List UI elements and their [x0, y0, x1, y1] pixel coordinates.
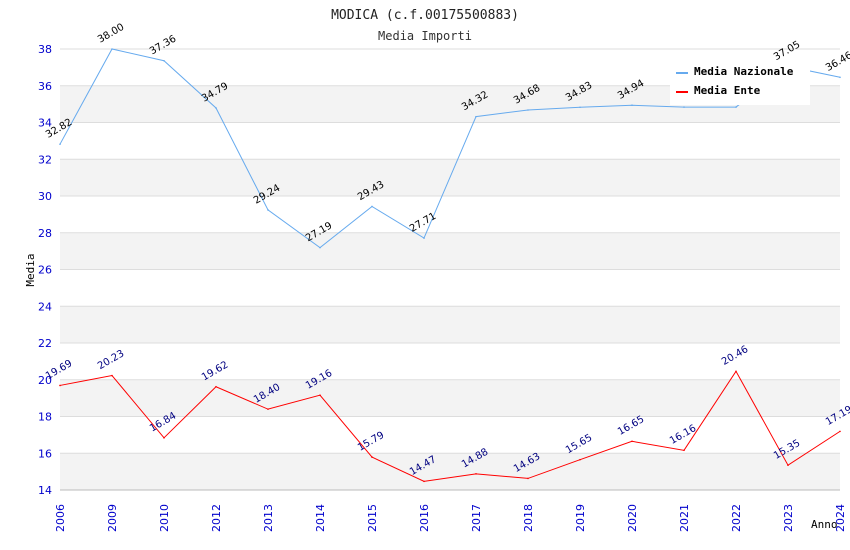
y-tick-label: 34 — [38, 117, 52, 130]
chart-title: MODICA (c.f.00175500883) — [331, 8, 519, 23]
plot-band — [60, 232, 840, 270]
data-point — [111, 374, 113, 377]
y-tick-labels: 14 16 18 20 22 24 26 28 30 32 34 36 38 — [38, 43, 52, 497]
legend: Media Nazionale Media Ente — [670, 60, 810, 105]
data-point — [371, 205, 373, 208]
data-point — [215, 385, 217, 388]
data-point — [631, 104, 633, 107]
y-tick-label: 16 — [38, 447, 52, 460]
data-point — [579, 106, 581, 109]
y-tick-label: 24 — [38, 300, 52, 313]
data-point — [59, 143, 61, 145]
data-point — [59, 384, 61, 387]
y-axis-label: Media — [24, 253, 37, 286]
x-axis-label: Anno — [811, 518, 838, 531]
y-tick-label: 36 — [38, 80, 52, 93]
y-tick-label: 28 — [38, 227, 52, 240]
x-tick-label: 2013 — [262, 504, 275, 532]
data-point — [527, 109, 529, 111]
plot-band — [60, 122, 840, 160]
x-tick-label: 2015 — [366, 504, 379, 532]
x-tick-label: 2023 — [782, 504, 795, 532]
data-point — [267, 408, 269, 410]
x-tick-label: 2021 — [678, 504, 691, 532]
data-point — [579, 458, 581, 461]
plot-band — [60, 453, 840, 490]
x-tick-label: 2014 — [314, 504, 327, 532]
data-point — [423, 480, 425, 483]
x-tick-label: 2016 — [418, 504, 431, 532]
series-line-nazionale — [59, 48, 841, 249]
x-tick-label: 2020 — [626, 504, 639, 532]
legend-box — [670, 60, 810, 105]
chart-subtitle: Media Importi — [378, 29, 472, 43]
legend-label-nazionale: Media Nazionale — [694, 65, 794, 78]
plot-band — [60, 306, 840, 343]
x-tick-label: 2022 — [730, 504, 743, 532]
data-point — [683, 449, 685, 452]
data-point — [423, 237, 425, 239]
y-tick-label: 18 — [38, 411, 52, 424]
data-point — [735, 370, 737, 373]
x-tick-label: 2009 — [106, 504, 119, 532]
data-point — [371, 456, 373, 458]
y-tick-label: 20 — [38, 374, 52, 387]
x-tick-label: 2017 — [470, 504, 483, 532]
y-tick-label: 38 — [38, 43, 52, 56]
plot-band — [60, 416, 840, 454]
data-point — [787, 464, 789, 466]
data-point — [111, 48, 113, 50]
x-tick-label: 2006 — [54, 504, 67, 532]
x-tick-label: 2012 — [210, 504, 223, 532]
data-point — [839, 76, 841, 79]
y-tick-label: 14 — [38, 484, 52, 497]
data-point — [267, 209, 269, 211]
data-point — [527, 477, 529, 480]
x-tick-label: 2010 — [158, 504, 171, 532]
x-tick-label: 2018 — [522, 504, 535, 532]
plot-band — [60, 379, 840, 417]
plot-band — [60, 343, 840, 380]
data-point — [683, 106, 685, 108]
plot-band — [60, 269, 840, 307]
data-point — [319, 394, 321, 396]
data-point — [839, 430, 841, 433]
legend-label-ente: Media Ente — [694, 84, 761, 97]
data-point — [163, 59, 165, 62]
y-tick-label: 30 — [38, 190, 52, 203]
data-point — [631, 440, 633, 443]
data-point — [475, 473, 477, 475]
plot-band — [60, 196, 840, 233]
data-point — [475, 115, 477, 118]
data-point — [163, 437, 165, 439]
x-tick-label: 2024 — [834, 504, 847, 532]
y-tick-label: 26 — [38, 264, 52, 277]
data-point — [319, 246, 321, 249]
data-point — [215, 107, 217, 109]
data-point — [735, 106, 737, 108]
plot-bands — [60, 49, 840, 490]
series-lines — [59, 48, 841, 483]
x-tick-labels: 2006 2009 2010 2012 2013 2014 2015 2016 2017 2018… — [54, 504, 847, 532]
series-line-ente — [59, 370, 841, 482]
y-tick-label: 32 — [38, 153, 52, 166]
x-tick-label: 2019 — [574, 504, 587, 532]
y-tick-label: 22 — [38, 337, 52, 350]
data-label: 38.00 — [96, 22, 126, 46]
